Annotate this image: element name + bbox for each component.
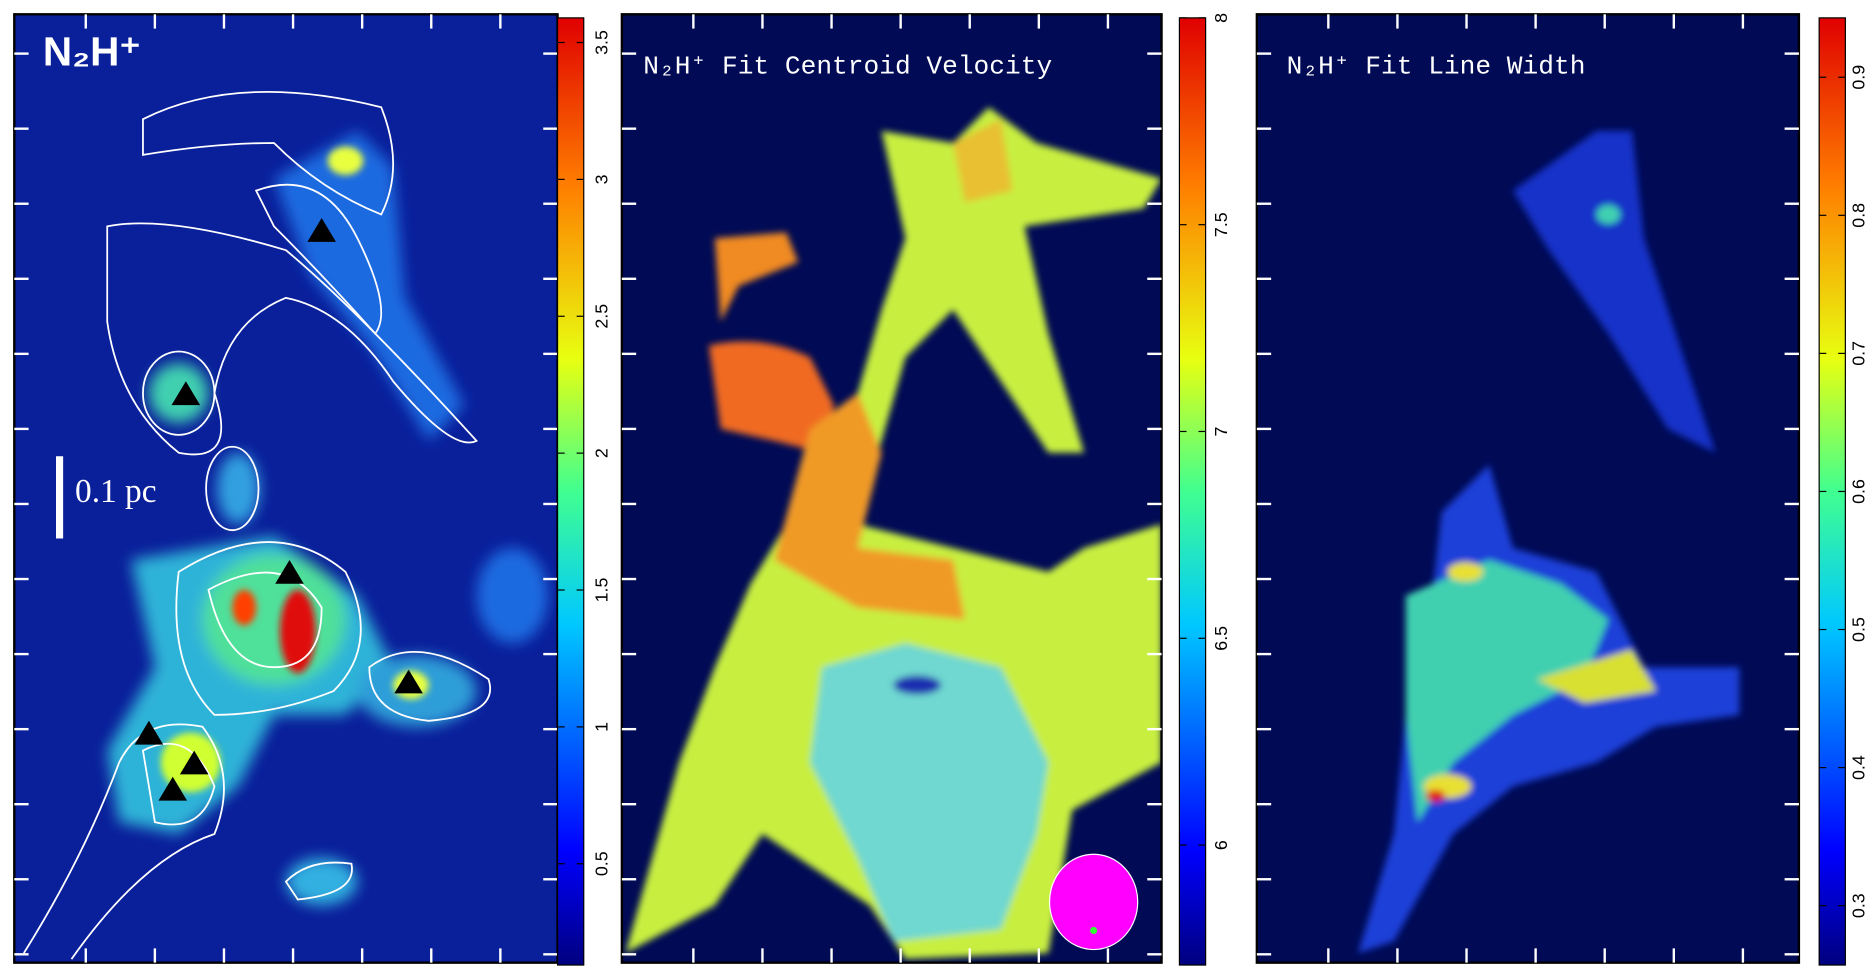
- map-image: [1256, 14, 1799, 963]
- colorbar-tick-label: 2.5: [592, 304, 612, 329]
- colorbar: [1178, 17, 1207, 966]
- colorbar-tick-label: 6: [1211, 840, 1231, 850]
- colorbar-tick-label: 0.9: [1848, 65, 1868, 90]
- map-image: [621, 14, 1162, 963]
- colorbar-tick-label: 7.5: [1211, 212, 1231, 237]
- colorbar-tick-label: 3: [592, 174, 612, 184]
- scale-bar-label: 0.1 pc: [75, 473, 156, 510]
- colorbar-tick-label: 6.5: [1211, 626, 1231, 651]
- colorbar: [556, 17, 585, 966]
- map-image: [14, 14, 558, 963]
- colorbar-tick-label: 3.5: [592, 30, 612, 55]
- panel-title: N₂H⁺: [43, 29, 141, 75]
- plot-frame: [620, 13, 1163, 964]
- colorbar-tick-label: 0.3: [1848, 893, 1868, 918]
- panel-title: N₂H⁺ Fit Line Width: [1287, 52, 1586, 82]
- colorbar-tick-label: 0.4: [1848, 755, 1868, 780]
- colorbar-tick-label: 1: [592, 722, 612, 732]
- colorbar-tick-label: 0.7: [1848, 341, 1868, 366]
- colorbar-tick-label: 8: [1211, 13, 1231, 23]
- colorbar-tick-label: 7: [1211, 426, 1231, 436]
- colorbar-tick-label: 0.5: [1848, 617, 1868, 642]
- colorbar-tick-label: 1.5: [592, 578, 612, 603]
- colorbar-tick-label: 0.6: [1848, 479, 1868, 504]
- panel-title: N₂H⁺ Fit Centroid Velocity: [643, 52, 1052, 82]
- colorbar-tick-label: 0.5: [592, 851, 612, 876]
- colorbar-tick-label: 2: [592, 448, 612, 458]
- plot-frame: [1255, 13, 1801, 964]
- colorbar-tick-label: 0.8: [1848, 203, 1868, 228]
